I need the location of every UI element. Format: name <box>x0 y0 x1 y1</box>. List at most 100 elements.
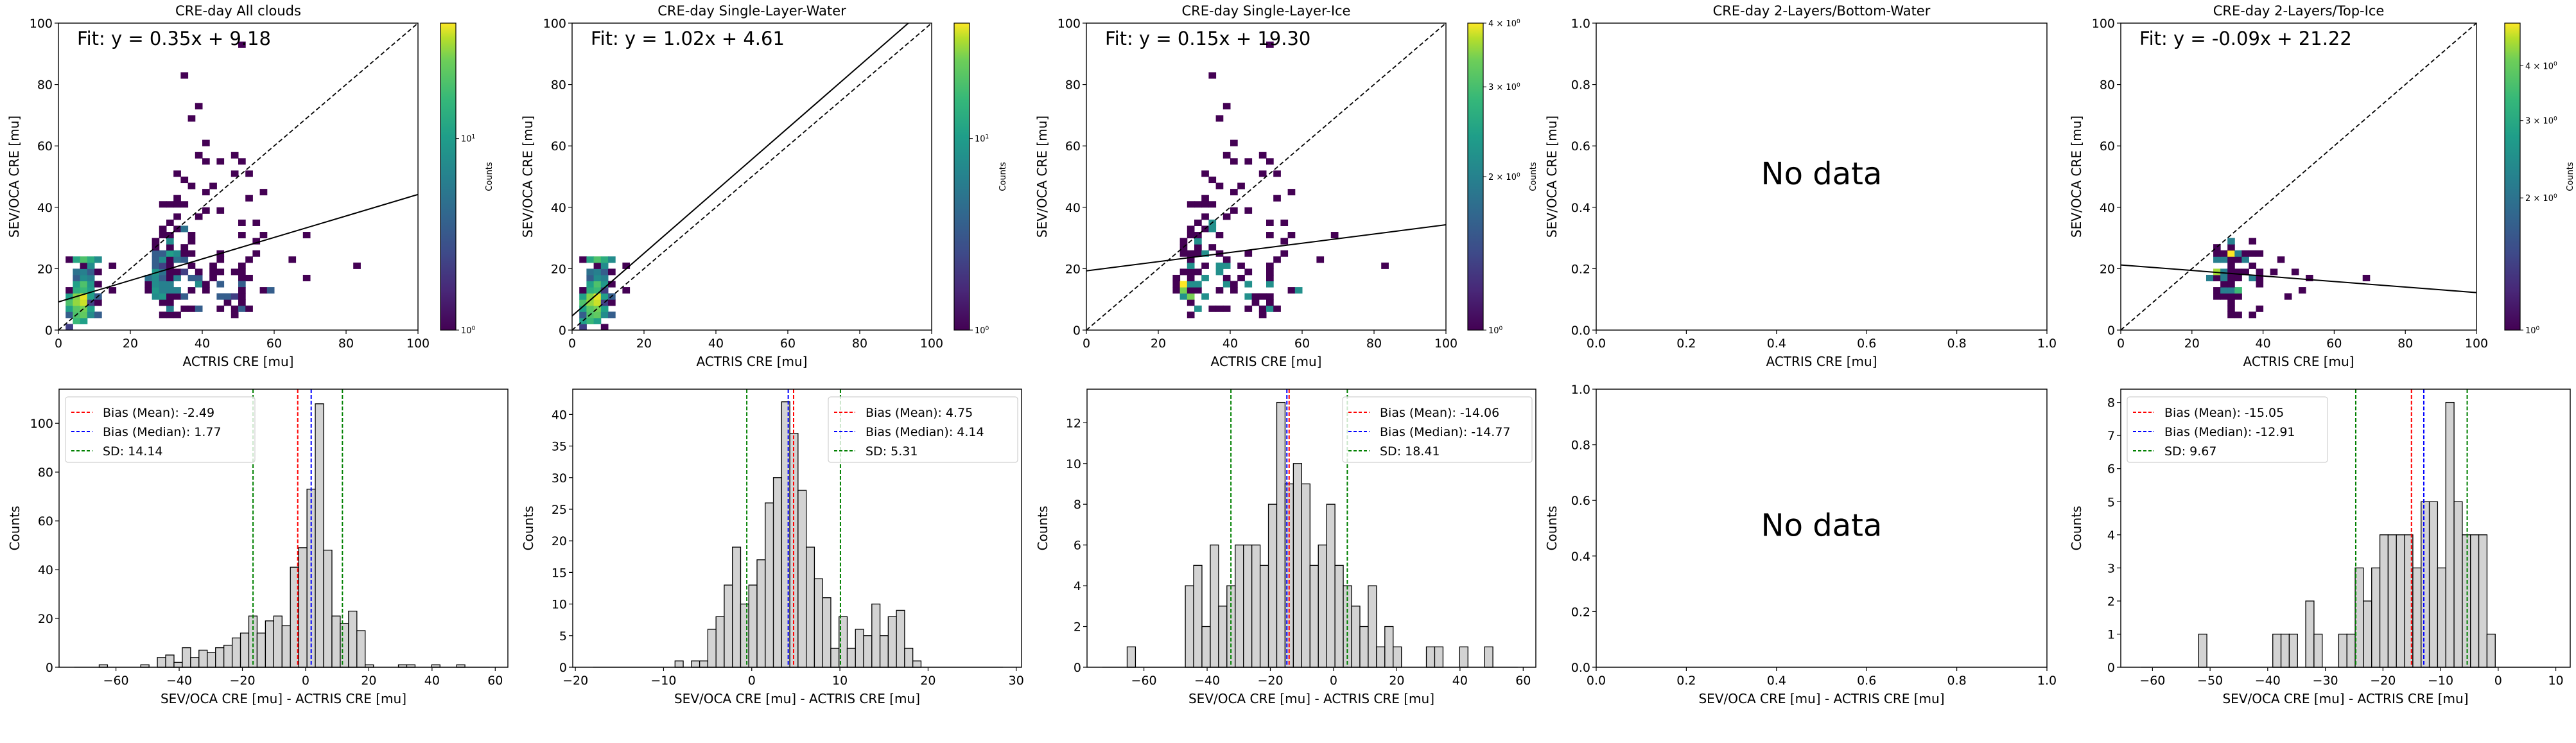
hist-bar <box>1484 646 1493 668</box>
heatmap-cell <box>80 256 88 263</box>
heatmap-cell <box>593 274 602 282</box>
heatmap-cell <box>1172 274 1181 282</box>
hist-ytick-label: 0.4 <box>1571 550 1590 564</box>
heatmap-cell <box>1230 281 1238 288</box>
hist-xtick-label: 0 <box>2494 674 2502 688</box>
heatmap-cell <box>259 232 268 239</box>
hist-bar <box>756 559 766 668</box>
hist-bar <box>2363 600 2372 668</box>
heatmap-cell <box>166 232 174 239</box>
hist-bar <box>1393 646 1402 668</box>
scatter-ytick-label: 100 <box>543 17 566 31</box>
legend-frame <box>828 396 1018 463</box>
hist-bar <box>1434 646 1444 668</box>
hist-bar <box>740 603 749 668</box>
heatmap-cell <box>608 311 616 319</box>
heatmap-cell <box>252 238 261 245</box>
scatter-ytick-label: 0 <box>45 324 53 338</box>
heatmap-cell <box>1223 256 1231 263</box>
histogram-panel-4: 0.0 0.2 0.4 0.6 0.8 1.0 0.0 0.2 0.4 0.6 0.8 1.0 SEV/… <box>1544 383 2057 706</box>
fit-line <box>2121 264 2476 293</box>
hist-xtick-label: −40 <box>1194 674 1220 688</box>
heatmap-cell <box>1316 256 1325 263</box>
heatmap-cell <box>80 281 88 288</box>
heatmap-cell <box>202 139 210 146</box>
hist-xtick-label: 20 <box>920 674 936 688</box>
heatmap-cell <box>600 281 609 288</box>
hist-bar <box>814 578 823 668</box>
histogram-panel-2: −20 −10 0 10 20 30 0 5 10 15 20 25 30 35 40 SEV/OCA CRE… <box>521 389 1024 706</box>
heatmap-cell <box>1201 262 1209 269</box>
heatmap-cell <box>173 287 181 294</box>
hist-bar <box>2486 633 2496 668</box>
heatmap-cell <box>238 274 246 282</box>
heatmap-cell <box>2284 293 2292 300</box>
axes-frame <box>2120 389 2571 668</box>
hist-ytick-label: 0.0 <box>1571 661 1590 675</box>
scatter-ytick-label: 100 <box>30 17 53 31</box>
hist-ytick-label: 8 <box>2107 396 2115 410</box>
scatter-ytick-label: 40 <box>1065 201 1081 215</box>
legend-entry: Bias (Mean): -2.49 <box>103 406 214 420</box>
heatmap-cell <box>231 170 239 177</box>
heatmap-cell <box>586 305 595 312</box>
heatmap-cell <box>173 201 181 208</box>
colorbar-tick-label: 101 <box>975 134 989 144</box>
heatmap-cell <box>1187 299 1195 306</box>
legend-entry: SD: 18.41 <box>1380 444 1440 459</box>
hist-bar <box>315 403 324 668</box>
heatmap-cell <box>173 293 181 300</box>
heatmap-cell <box>202 189 210 196</box>
heatmap-cell <box>353 262 361 269</box>
scatter-ytick-label: 0 <box>2107 324 2115 338</box>
heatmap-cell <box>1237 182 1245 189</box>
hist-ytick-label: 0 <box>46 661 53 675</box>
heatmap-cell <box>2234 274 2242 282</box>
heatmap-cell <box>152 268 160 275</box>
scatter-xlabel: ACTRIS CRE [mu] <box>2243 354 2354 369</box>
heatmap-cell <box>1187 232 1195 239</box>
heatmap-cell <box>173 170 181 177</box>
colorbar-tick-label: 100 <box>1488 326 1503 336</box>
heatmap-cell <box>238 305 246 312</box>
hist-bar <box>157 657 166 668</box>
heatmap-cell <box>1187 256 1195 263</box>
heatmap-cell <box>2213 250 2221 257</box>
scatter-xtick-label: 0 <box>55 337 62 351</box>
heatmap-cell <box>2227 311 2235 319</box>
heatmap-cell <box>1194 244 1202 251</box>
hist-bar <box>356 630 366 668</box>
scatter-ytick-label: 60 <box>551 139 566 153</box>
heatmap-cell <box>2256 250 2264 257</box>
heatmap-cell <box>80 317 88 324</box>
scatter-ytick-label: 80 <box>37 78 53 92</box>
fit-line <box>1086 224 1446 272</box>
hist-bar <box>822 597 831 668</box>
heatmap-cell <box>1244 158 1253 165</box>
heatmap-cell <box>87 305 95 312</box>
heatmap-cell <box>1215 262 1224 269</box>
hist-bar <box>871 603 881 668</box>
heatmap-cell <box>266 287 275 294</box>
heatmap-cell <box>1266 219 1274 226</box>
hist-xtick-label: 40 <box>424 674 440 688</box>
hist-ytick-label: 20 <box>552 534 567 548</box>
heatmap-cell <box>579 305 587 312</box>
hist-ytick-label: 10 <box>1066 457 1081 471</box>
scatter-ytick-label: 20 <box>551 262 566 276</box>
hist-bar <box>198 649 208 668</box>
heatmap-cell <box>180 177 189 184</box>
scatter-ytick-label: 1.0 <box>1571 17 1590 31</box>
heatmap-cell <box>1266 293 1274 300</box>
heatmap-cell <box>2256 281 2264 288</box>
heatmap-cell <box>1266 299 1274 306</box>
legend-entry: Bias (Median): -12.91 <box>2164 425 2295 439</box>
scatter-ytick-label: 20 <box>37 262 53 276</box>
hist-xtick-label: −60 <box>2139 674 2165 688</box>
scatter-ytick-label: 0.6 <box>1571 139 1590 153</box>
scatter-ytick-label: 20 <box>2100 262 2115 276</box>
histogram-panel-3: −60 −40 −20 0 20 40 60 0 2 4 6 8 10 12 SEV/OCA CRE [mu… <box>1035 389 1536 706</box>
heatmap-cell <box>144 281 153 288</box>
heatmap-cell <box>1280 238 1289 245</box>
heatmap-cell <box>216 207 225 214</box>
